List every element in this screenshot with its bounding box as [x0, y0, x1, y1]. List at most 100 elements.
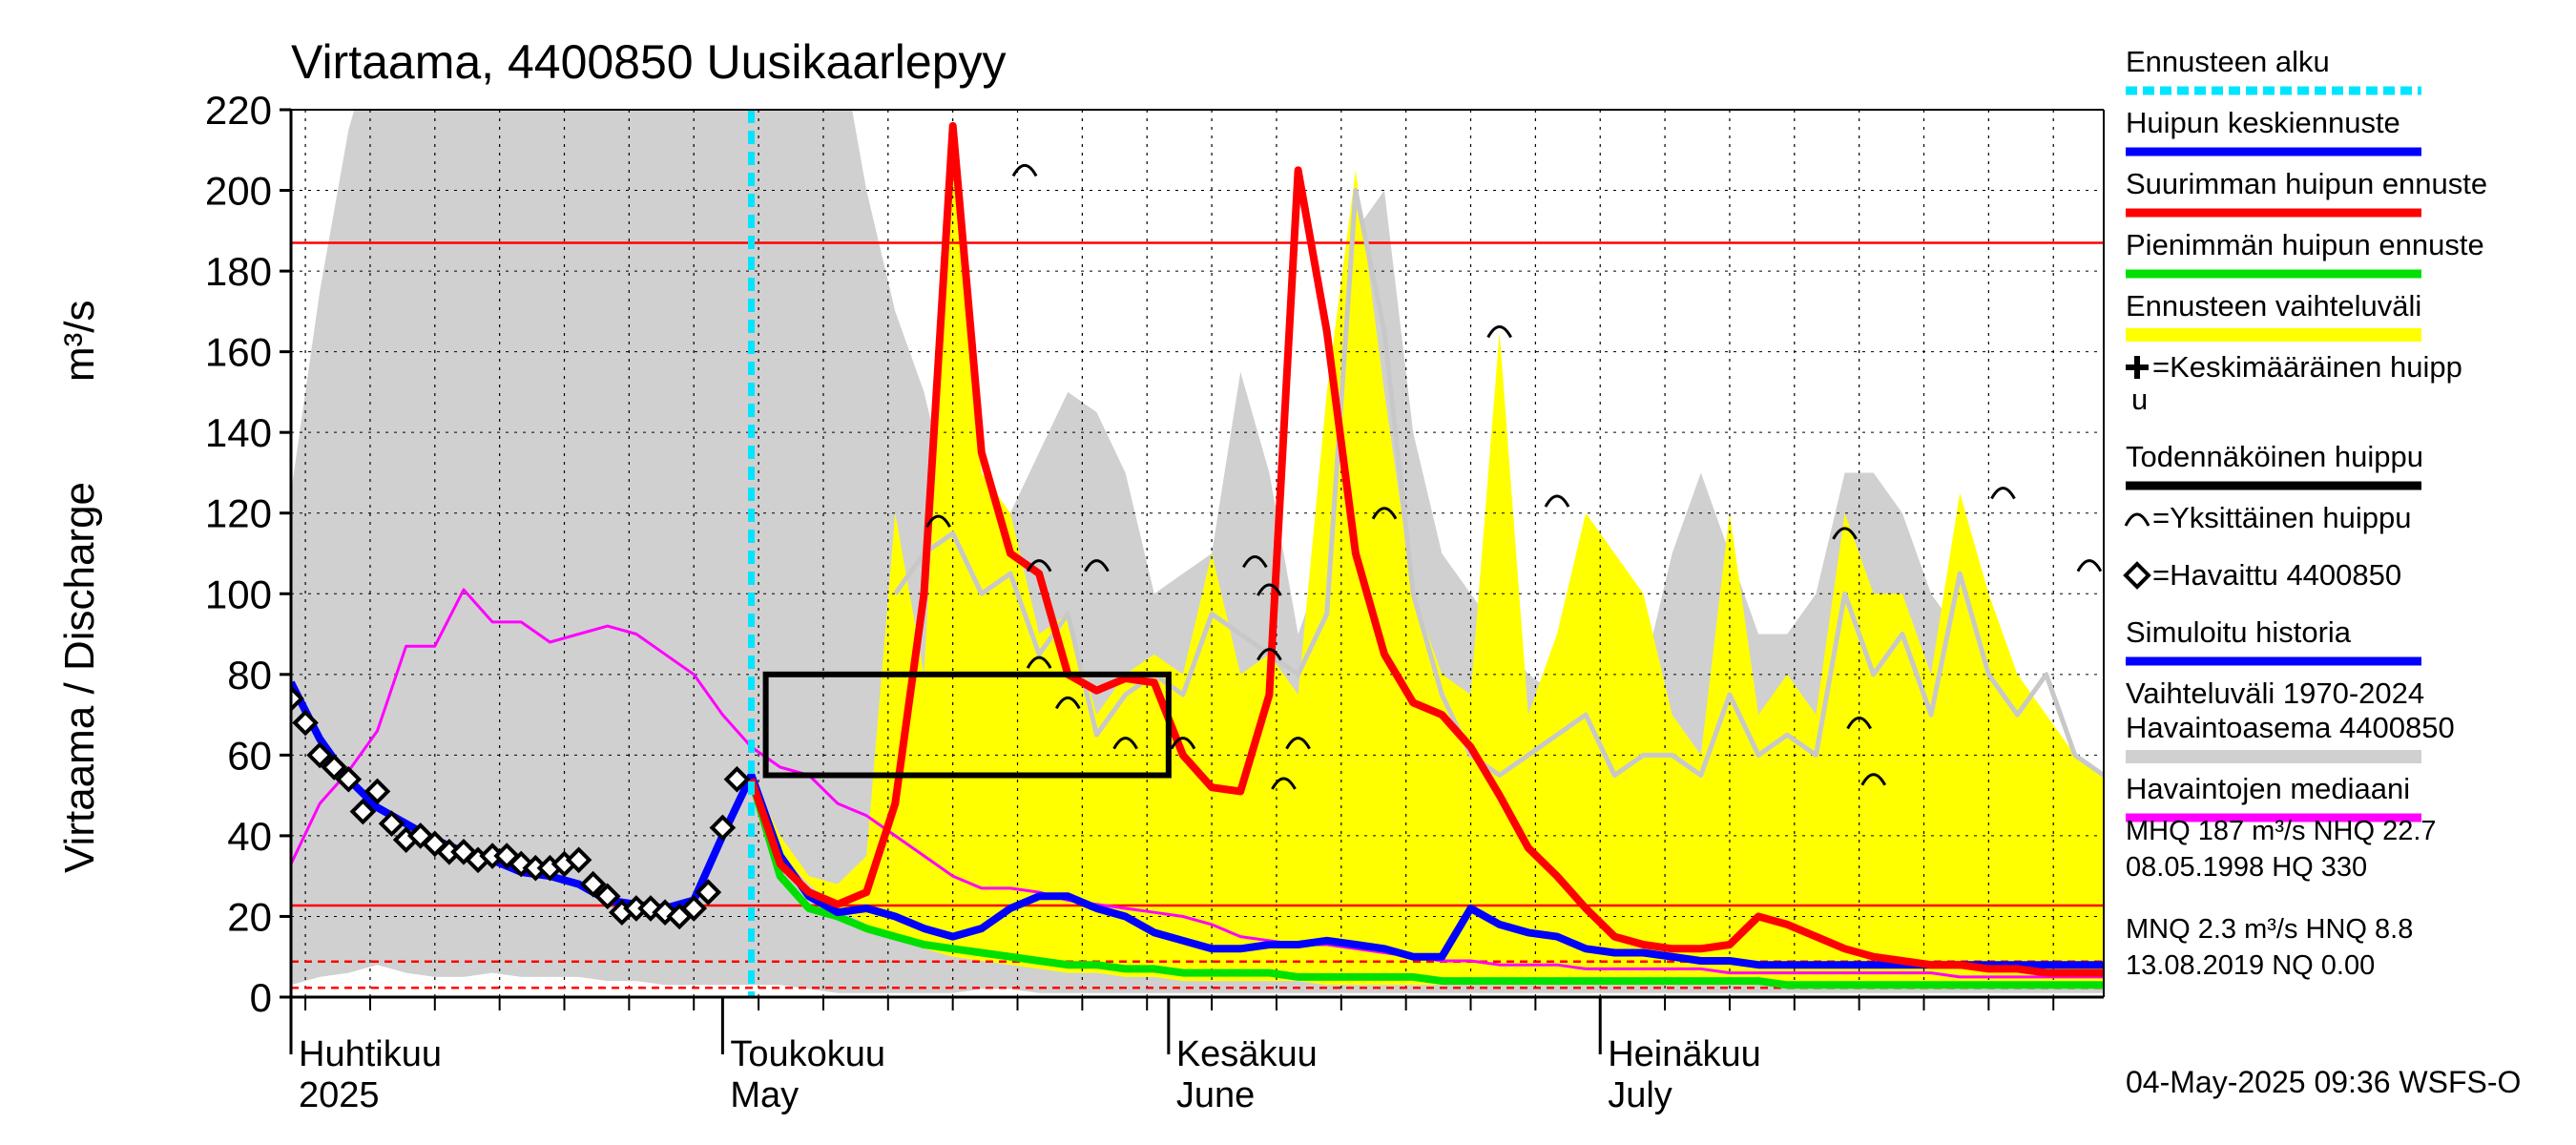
plot-clip-group: [291, 110, 2104, 997]
observed-point: [378, 810, 405, 838]
individual-peak-marker: [1026, 559, 1052, 572]
y-axis-label-group: Virtaama / Discharge m³/s: [56, 300, 103, 873]
y-tick-label: 0: [250, 975, 272, 1020]
observed-point: [321, 754, 348, 781]
individual-peak-marker: [1486, 325, 1512, 339]
y-tick-label: 220: [205, 88, 272, 133]
plus-icon: [2126, 356, 2149, 379]
observed-point: [723, 765, 751, 793]
vaihteluv-li-median-grey-line-line: [893, 188, 2104, 778]
individual-peak-marker: [1054, 696, 1081, 710]
month-label: Heinäkuu: [1608, 1034, 1761, 1074]
y-tick-label: 160: [205, 330, 272, 375]
individual-peak-marker: [1832, 527, 1858, 540]
month-label-secondary: July: [1608, 1075, 1672, 1115]
legend-item-ennusteen-vaihteluv-li: Ennusteen vaihteluväli: [2126, 289, 2421, 342]
legend-item-yksitt-inen-huippu: =Yksittäinen huippu: [2124, 501, 2411, 534]
legend: Ennusteen alku Huipun keskiennuste Suurimm…: [2123, 45, 2487, 822]
legend-label: =Keskimääräinen huipp: [2152, 350, 2462, 384]
y-axis-label: Virtaama / Discharge: [56, 482, 103, 873]
observed-point: [291, 685, 304, 713]
stats-line-4: 13.08.2019 NQ 0.00: [2126, 950, 2375, 981]
axes: 0 20 40 60 80 100 120 140 160 180 200 220 Huhtikuu20…: [205, 88, 2105, 1115]
legend-label: =Yksittäinen huippu: [2152, 501, 2411, 534]
observed-point: [421, 830, 448, 858]
legend-label-secondary: Havaintoasema 4400850: [2126, 711, 2455, 744]
legend-item-havaintojen-mediaani: Havaintojen mediaani: [2126, 772, 2421, 822]
legend-label: Suurimman huipun ennuste: [2126, 167, 2487, 200]
y-tick-label: 140: [205, 410, 272, 455]
observed-point: [508, 850, 535, 878]
observed-point: [364, 778, 391, 805]
individual-peak-marker: [1242, 554, 1268, 569]
legend-item-pienimm-n-huipun-ennuste: Pienimmän huipun ennuste: [2126, 228, 2484, 279]
legend-label: Todennäköinen huippu: [2126, 440, 2423, 473]
legend-label-secondary: u: [2131, 383, 2148, 416]
arc-icon: [2124, 512, 2150, 527]
y-axis-unit: m³/s: [56, 300, 103, 382]
legend-label: Vaihteluväli 1970-2024: [2126, 677, 2424, 710]
observed-point: [349, 798, 377, 825]
legend-label: Ennusteen alku: [2126, 45, 2330, 78]
legend-label: Huipun keskiennuste: [2126, 106, 2400, 139]
observed-point: [565, 846, 592, 874]
observed-point: [695, 879, 722, 906]
legend-item-suurimman-huipun-ennuste: Suurimman huipun ennuste: [2126, 167, 2487, 218]
observed-point: [709, 814, 737, 842]
month-label: Kesäkuu: [1176, 1034, 1318, 1074]
legend-item-havaittu-4400850: =Havaittu 4400850: [2123, 558, 2401, 592]
individual-peak-marker: [1170, 737, 1196, 750]
observed-point: [593, 883, 621, 910]
diamond-icon: [2123, 561, 2151, 590]
month-label-secondary: May: [730, 1075, 799, 1115]
individual-peak-marker: [925, 514, 951, 528]
observed-point: [335, 765, 363, 793]
individual-peak-marker: [1285, 737, 1311, 750]
plot-area: [291, 110, 2104, 997]
statistics-panel: MHQ 187 m³/s NHQ 22.7 08.05.1998 HQ 330 …: [2126, 816, 2437, 981]
timestamp: 04-May-2025 09:36 WSFS-O: [2126, 1065, 2521, 1099]
legend-label: Havaintojen mediaani: [2126, 772, 2410, 805]
observed-point: [579, 870, 607, 898]
individual-peak-marker: [1257, 648, 1282, 661]
legend-item-vaihteluv-li-1970-2024: Vaihteluväli 1970-2024 Havaintoasema 440…: [2126, 677, 2455, 763]
individual-peak-marker: [1026, 656, 1052, 669]
individual-peak-marker: [1860, 773, 1887, 786]
legend-item-simuloitu-historia: Simuloitu historia: [2126, 615, 2421, 666]
y-tick-label: 200: [205, 169, 272, 214]
legend-label: Pienimmän huipun ennuste: [2126, 228, 2484, 261]
individual-peak-marker: [1112, 737, 1138, 750]
observed-point: [306, 741, 333, 769]
suurimman-huipun-ennuste-line: [747, 121, 2104, 977]
month-label-secondary: June: [1176, 1075, 1255, 1115]
month-label: Huhtikuu: [299, 1034, 442, 1074]
havaintojen-mediaani-line: [291, 588, 2104, 979]
observed-point: [292, 709, 319, 737]
stats-line-3: MNQ 2.3 m³/s HNQ 8.8: [2126, 914, 2413, 945]
legend-label: =Havaittu 4400850: [2152, 558, 2401, 592]
individual-peak-marker: [2076, 559, 2103, 572]
individual-peak-marker: [1846, 717, 1872, 730]
probable-peak-box: [762, 671, 1172, 779]
stats-line-1: MHQ 187 m³/s NHQ 22.7: [2126, 816, 2437, 846]
individual-peak-marker: [1257, 583, 1282, 596]
pienimm-n-huipun-ennuste-line: [747, 778, 2104, 989]
y-tick-label: 80: [227, 653, 272, 697]
month-label-secondary: 2025: [299, 1075, 380, 1115]
month-label: Toukokuu: [730, 1034, 885, 1074]
individual-peak-marker: [1271, 777, 1297, 790]
y-tick-label: 60: [227, 733, 272, 778]
y-tick-label: 20: [227, 894, 272, 939]
individual-peak-marker: [1371, 507, 1398, 520]
legend-label: Simuloitu historia: [2126, 615, 2352, 649]
legend-item-todenn-k-inen-huippu: Todennäköinen huippu: [2126, 440, 2423, 490]
chart-title: Virtaama, 4400850 Uusikaarlepyy: [291, 35, 1007, 89]
observed-point: [680, 895, 708, 922]
stats-line-2: 08.05.1998 HQ 330: [2126, 852, 2367, 883]
individual-peak-marker: [1544, 494, 1570, 508]
legend-item-huipun-keskiennuste: Huipun keskiennuste: [2126, 106, 2421, 156]
individual-peak-marker: [1084, 559, 1110, 572]
y-tick-label: 120: [205, 491, 272, 536]
individual-peak-marker: [1011, 163, 1038, 177]
